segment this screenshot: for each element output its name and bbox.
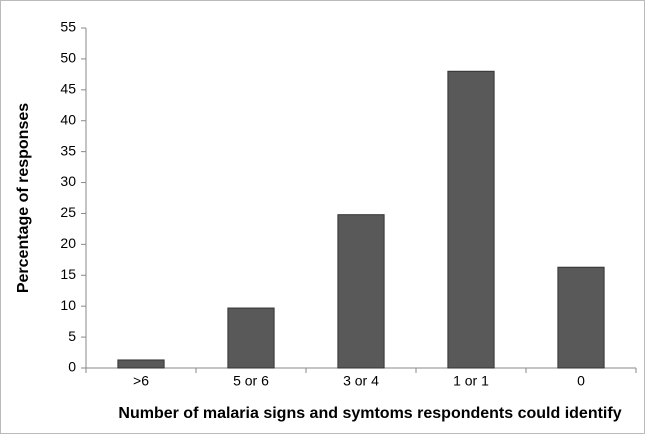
y-tick-label: 40 xyxy=(60,111,76,127)
x-tick-label: 1 or 1 xyxy=(453,373,489,389)
x-tick-label: 0 xyxy=(577,373,585,389)
y-tick-label: 50 xyxy=(60,50,76,66)
y-tick-label: 25 xyxy=(60,204,76,220)
y-tick-label: 5 xyxy=(68,328,76,344)
y-tick-label: 30 xyxy=(60,173,76,189)
y-tick-label: 15 xyxy=(60,266,76,282)
y-tick-label: 10 xyxy=(60,297,76,313)
bar xyxy=(117,359,165,369)
x-tick-label: >6 xyxy=(133,373,149,389)
bar xyxy=(557,266,605,369)
y-axis-title: Percentage of responses xyxy=(15,103,32,293)
y-tick-label: 35 xyxy=(60,142,76,158)
y-tick-label: 20 xyxy=(60,235,76,251)
x-axis-title: Number of malaria signs and symtoms resp… xyxy=(118,405,621,422)
y-tick-label: 45 xyxy=(60,81,76,97)
bar xyxy=(227,307,275,369)
y-tick-label: 0 xyxy=(68,359,76,375)
y-tick-label: 55 xyxy=(60,19,76,35)
x-tick-label: 5 or 6 xyxy=(233,373,269,389)
bar xyxy=(447,70,495,369)
x-tick-label: 3 or 4 xyxy=(343,373,379,389)
bar xyxy=(337,214,385,369)
